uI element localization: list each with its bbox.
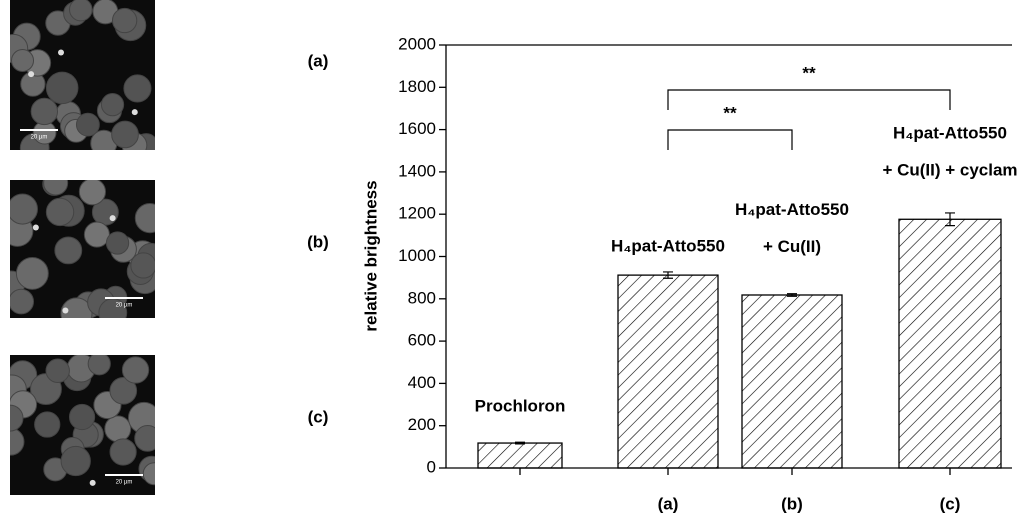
y-tick-label: 1400: [398, 161, 436, 180]
cell: [75, 112, 100, 137]
cell: [142, 462, 155, 486]
x-tick-label: (b): [781, 494, 803, 513]
y-tick-label: 1600: [398, 119, 436, 138]
micrograph: 20 µm: [10, 180, 155, 318]
bar-label: + Cu(II) + cyclam: [882, 160, 1017, 179]
error-bar: [945, 212, 955, 227]
cell: [43, 180, 69, 196]
scale-bar-label: 20 µm: [31, 135, 48, 141]
significance-bracket: [667, 129, 793, 150]
bar-label: H₄pat-Atto550: [735, 200, 849, 219]
panel-label: (a): [308, 51, 329, 70]
error-bar: [787, 293, 797, 297]
cell: [11, 49, 35, 73]
cell: [60, 297, 93, 318]
bar-label: Prochloron: [475, 397, 566, 416]
cell: [87, 355, 111, 376]
cell: [100, 93, 125, 117]
y-tick-label: 0: [427, 457, 436, 476]
spot: [57, 49, 64, 56]
scale-bar-label: 20 µm: [116, 480, 133, 486]
y-tick-label: 600: [408, 331, 436, 350]
spot: [32, 224, 39, 231]
micrograph: 20 µm: [10, 0, 155, 150]
cell: [54, 236, 83, 265]
y-tick-label: 1000: [398, 246, 436, 265]
cell: [10, 288, 35, 315]
y-tick-label: 2000: [398, 34, 436, 53]
bar-label: H₄pat-Atto550: [893, 123, 1007, 142]
cell: [134, 425, 155, 452]
cell: [10, 427, 25, 456]
cell: [105, 231, 130, 255]
micrograph: 20 µm: [10, 355, 155, 495]
bar-label: + Cu(II): [763, 237, 821, 256]
cell: [121, 356, 150, 384]
cell: [83, 221, 110, 248]
cell: [111, 120, 139, 149]
micrographs: 20 µm 20 µm 20 µm: [10, 0, 155, 495]
significance-label: **: [802, 63, 816, 82]
spot: [28, 71, 35, 78]
bar: [617, 274, 719, 469]
bar: [898, 218, 1002, 469]
cell: [134, 202, 155, 234]
cell: [69, 0, 93, 22]
cell: [45, 197, 75, 227]
bar: [741, 294, 843, 469]
cell: [10, 404, 24, 432]
y-tick-label: 200: [408, 415, 436, 434]
bar: [477, 442, 563, 469]
y-tick-label: 800: [408, 288, 436, 307]
cell: [109, 438, 137, 466]
scale-bar-label: 20 µm: [116, 303, 133, 309]
cell: [10, 193, 38, 225]
x-tick-label: (c): [940, 494, 961, 513]
cell: [30, 97, 59, 126]
panel-label: (b): [307, 232, 329, 251]
cell: [78, 180, 107, 206]
y-tick-label: 1800: [398, 77, 436, 96]
cell: [123, 74, 152, 103]
cell: [104, 415, 132, 443]
cell: [109, 376, 138, 405]
cell: [60, 445, 91, 477]
cell: [45, 358, 70, 383]
significance-bracket: [667, 89, 951, 110]
error-bar: [515, 441, 525, 445]
spot: [109, 215, 116, 222]
cell: [45, 71, 79, 105]
spot: [89, 479, 96, 486]
cell: [111, 7, 138, 34]
x-tick-label: (a): [658, 494, 679, 513]
panel-label: (c): [308, 407, 329, 426]
cell: [130, 252, 155, 279]
y-axis-label: relative brightness: [361, 180, 380, 331]
cell: [15, 256, 49, 290]
y-tick-label: 1200: [398, 204, 436, 223]
cell: [34, 411, 61, 438]
y-tick-label: 400: [408, 373, 436, 392]
spot: [62, 307, 69, 314]
bar-label: H₄pat-Atto550: [611, 236, 725, 255]
error-bar: [663, 271, 673, 279]
significance-label: **: [723, 103, 737, 122]
spot: [131, 109, 138, 116]
cell: [68, 403, 96, 431]
